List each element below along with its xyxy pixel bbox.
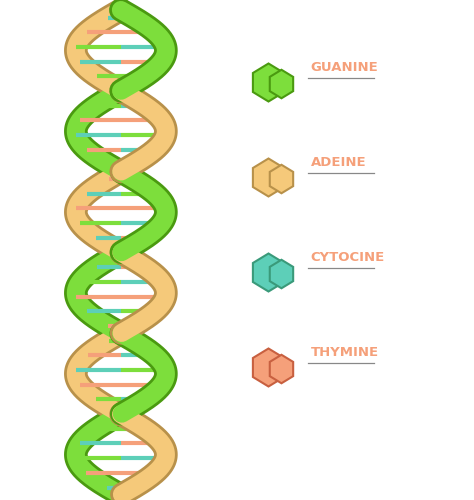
Text: THYMINE: THYMINE <box>310 346 379 359</box>
Polygon shape <box>253 158 284 196</box>
Text: GUANINE: GUANINE <box>310 61 378 74</box>
Polygon shape <box>253 64 284 102</box>
Polygon shape <box>253 348 284 387</box>
Polygon shape <box>253 254 284 292</box>
Polygon shape <box>270 260 293 288</box>
Text: CYTOCINE: CYTOCINE <box>310 251 385 264</box>
Polygon shape <box>270 355 293 384</box>
Text: ADEINE: ADEINE <box>310 156 366 169</box>
Polygon shape <box>270 70 293 98</box>
Polygon shape <box>270 165 293 194</box>
